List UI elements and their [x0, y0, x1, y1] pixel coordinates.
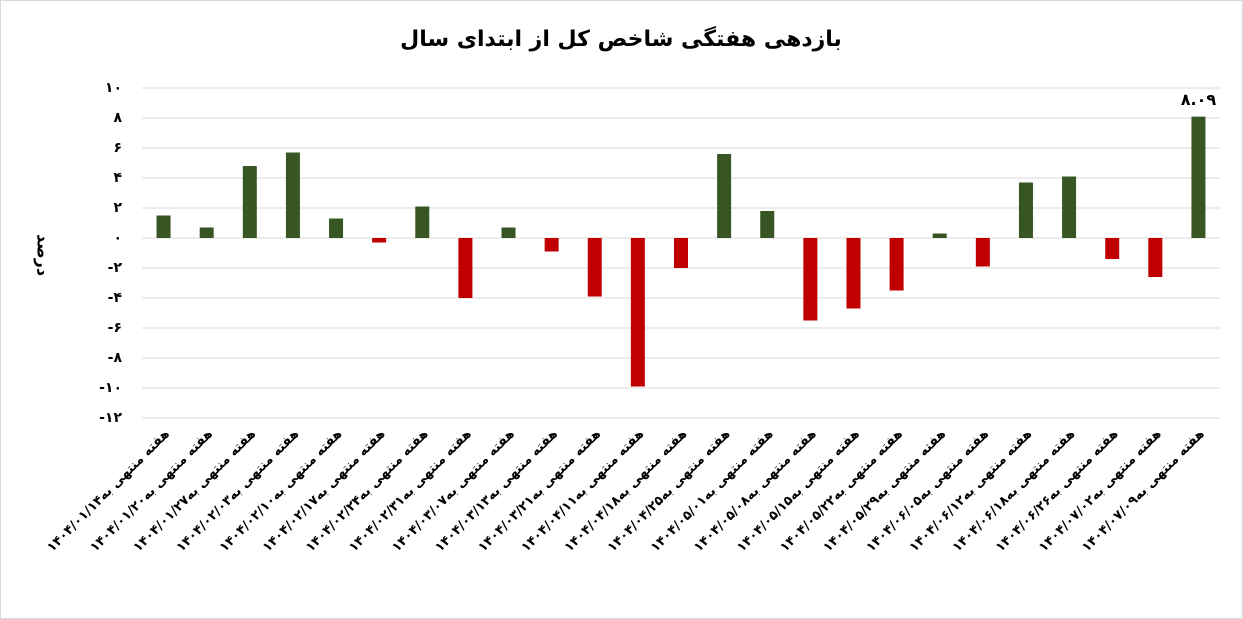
bar [1148, 238, 1163, 277]
bar [674, 238, 688, 268]
bar [889, 238, 904, 291]
bar [544, 238, 559, 252]
y-tick-label: -۱۲ [99, 410, 122, 426]
y-tick-label: ۶ [113, 140, 122, 156]
bar [760, 211, 775, 238]
y-tick-label: -۱۰ [99, 380, 122, 396]
bar [1062, 176, 1077, 238]
bar [803, 238, 818, 321]
y-tick-label: ۰ [113, 230, 122, 246]
bar [1191, 116, 1206, 238]
bar [501, 227, 516, 238]
bar [846, 238, 861, 309]
chart-title: بازدهی هفتگی شاخص کل از ابتدای سال [400, 25, 842, 52]
bar [975, 238, 990, 267]
bar [372, 238, 387, 243]
bar [932, 233, 947, 238]
bar [199, 227, 214, 238]
y-tick-label: ۸ [113, 110, 122, 126]
data-label: ۸.۰۹ [1181, 90, 1217, 109]
bar [717, 154, 732, 238]
y-tick-label: -۴ [108, 290, 123, 306]
bar [415, 206, 430, 238]
y-axis-label: درصد [34, 234, 53, 276]
bar [285, 152, 300, 238]
y-tick-label: ۴ [113, 170, 122, 186]
bar [156, 215, 171, 238]
y-tick-label: -۶ [108, 320, 122, 336]
y-tick-label: ۲ [113, 200, 122, 216]
bar [587, 238, 602, 297]
bar [242, 166, 257, 238]
y-tick-label: ۱۰ [105, 80, 122, 96]
bar [329, 218, 344, 238]
bar [458, 238, 473, 298]
bar [1018, 182, 1033, 238]
y-tick-label: -۲ [108, 260, 123, 276]
bar [1105, 238, 1120, 259]
y-tick-label: -۸ [108, 350, 123, 366]
bar [630, 238, 645, 387]
